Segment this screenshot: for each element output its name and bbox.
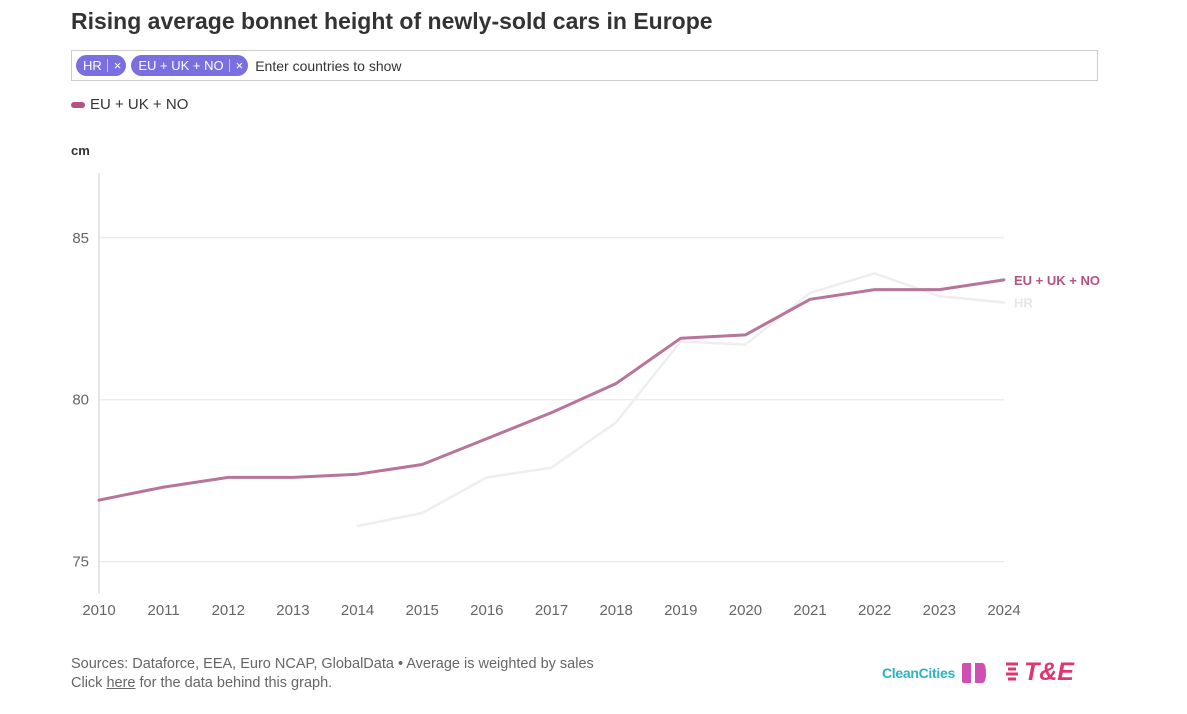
logos: CleanCities T&E: [882, 658, 1074, 687]
x-tick-label: 2014: [341, 602, 374, 619]
cleancities-logo: CleanCities: [882, 664, 955, 681]
data-link-line: Click here for the data behind this grap…: [71, 674, 594, 693]
chip-divider: [228, 59, 230, 72]
legend-swatch: [71, 101, 85, 108]
chip-divider: [106, 59, 108, 72]
click-suffix: for the data behind this graph.: [135, 675, 333, 691]
x-tick-label: 2017: [535, 602, 568, 619]
series-end-label: EU + UK + NO: [1014, 273, 1100, 288]
click-prefix: Click: [71, 675, 107, 691]
te-logo: T&E: [1003, 658, 1074, 687]
x-tick-label: 2019: [664, 602, 697, 619]
x-tick-label: 2016: [470, 602, 503, 619]
legend-label: EU + UK + NO: [90, 96, 189, 113]
chart-title: Rising average bonnet height of newly-so…: [71, 8, 713, 34]
country-filter[interactable]: HR × EU + UK + NO ×: [71, 50, 1098, 81]
series-line: [97, 278, 1006, 502]
country-search-input[interactable]: [253, 57, 1097, 74]
x-tick-label: 2015: [406, 602, 439, 619]
y-tick-label: 75: [72, 554, 89, 571]
data-link[interactable]: here: [106, 675, 136, 691]
x-tick-label: 2012: [212, 602, 245, 619]
y-tick-label: 85: [72, 230, 89, 247]
chip-hr: HR ×: [76, 55, 127, 76]
y-axis-unit: cm: [71, 143, 90, 158]
x-tick-label: 2021: [793, 602, 826, 619]
te-mark-icon: [1005, 662, 1018, 680]
x-tick-label: 2010: [82, 602, 115, 619]
chip-label: HR: [83, 58, 102, 73]
legend[interactable]: EU + UK + NO: [71, 96, 188, 113]
x-tick-label: 2023: [923, 602, 956, 619]
remove-chip-icon[interactable]: ×: [113, 58, 122, 73]
x-tick-label: 2020: [729, 602, 762, 619]
chip-eu-uk-no: EU + UK + NO ×: [131, 55, 249, 76]
sources-text: Sources: Dataforce, EEA, Euro NCAP, Glob…: [71, 656, 594, 672]
x-tick-label: 2011: [148, 602, 180, 619]
cleancities-mark-icon: [961, 662, 986, 683]
x-tick-label: 2022: [858, 602, 891, 619]
footer: Sources: Dataforce, EEA, Euro NCAP, Glob…: [71, 655, 594, 693]
remove-chip-icon[interactable]: ×: [235, 58, 244, 73]
x-tick-label: 2018: [599, 602, 632, 619]
series-line: [356, 272, 1006, 528]
x-tick-label: 2013: [276, 602, 309, 619]
te-wordmark: T&E: [1023, 658, 1074, 686]
series-end-label: HR: [1014, 296, 1033, 311]
y-tick-label: 80: [72, 392, 89, 409]
x-tick-label: 2024: [987, 602, 1020, 619]
chip-label: EU + UK + NO: [138, 58, 224, 73]
